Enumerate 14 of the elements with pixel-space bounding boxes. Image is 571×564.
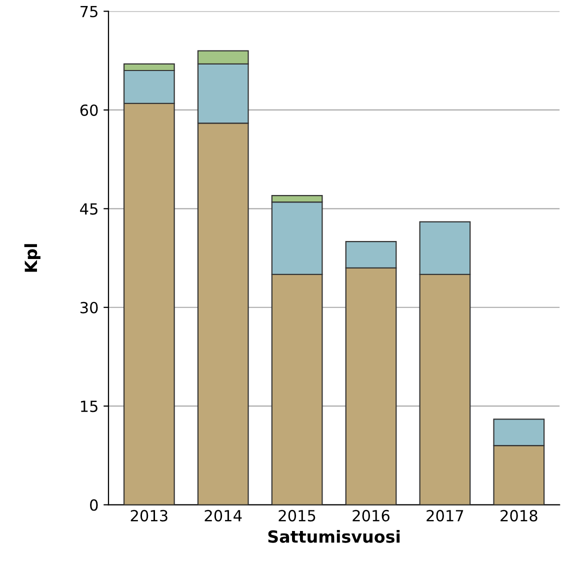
- x-tick-label: 2016: [352, 510, 390, 522]
- x-tick-label: 2014: [204, 510, 242, 522]
- x-axis-title: Sattumisvuosi: [268, 530, 400, 543]
- x-tick-label: 2013: [130, 510, 168, 522]
- x-tick-label: 2017: [426, 510, 464, 522]
- y-axis-title: Kpl: [24, 244, 40, 272]
- y-tick-label: 0: [90, 499, 98, 511]
- y-tick-label: 15: [81, 400, 98, 412]
- y-tick-label: 30: [80, 302, 98, 314]
- y-tick-label: 60: [80, 104, 98, 116]
- y-tick-label: 75: [80, 6, 98, 18]
- x-tick-label: 2018: [500, 510, 538, 522]
- y-tick-label: 45: [80, 203, 98, 215]
- x-tick-label: 2015: [278, 510, 316, 522]
